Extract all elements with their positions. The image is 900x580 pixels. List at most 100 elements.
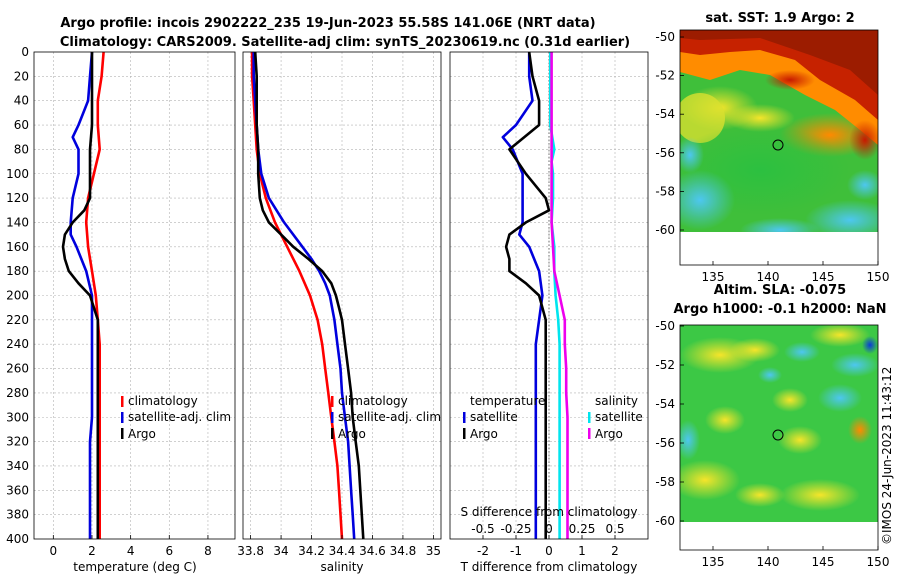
s-tick-label: 0.5 bbox=[605, 522, 624, 536]
depth-tick-label: 280 bbox=[6, 386, 29, 400]
series-line-salinity-argo bbox=[550, 52, 569, 539]
lon-tick-label: 140 bbox=[757, 270, 780, 284]
sst-map: sat. SST: 1.9 Argo: 2 -50 -52 -54 -56 -58 -60… bbox=[655, 11, 889, 284]
lon-tick-label: 135 bbox=[702, 270, 725, 284]
sla-map-title-1: Altim. SLA: -0.075 bbox=[714, 283, 846, 298]
legend-label-t-argo: Argo bbox=[470, 427, 498, 441]
depth-tick-label: 320 bbox=[6, 435, 29, 449]
lat-tick-label: -54 bbox=[655, 397, 675, 411]
temperature-x-label: temperature (deg C) bbox=[73, 560, 196, 574]
x-tick-label: 4 bbox=[127, 544, 135, 558]
x-tick-label: -2 bbox=[477, 544, 489, 558]
x-tick-label: 1 bbox=[578, 544, 586, 558]
sst-map-frame bbox=[679, 29, 879, 266]
salinity-grid bbox=[243, 52, 441, 539]
x-tick-label: 8 bbox=[204, 544, 212, 558]
depth-tick-label: 120 bbox=[6, 191, 29, 205]
salinity-x-label: salinity bbox=[320, 560, 363, 574]
imos-watermark: ©IMOS 24-Jun-2023 11:43:12 bbox=[880, 367, 894, 545]
depth-tick-label: 180 bbox=[6, 264, 29, 278]
series-line-temperature-argo bbox=[504, 51, 551, 539]
x-tick-label: 34.2 bbox=[298, 544, 325, 558]
legend-swatch-t-satellite bbox=[463, 412, 466, 423]
temperature-legend: climatology satellite-adj. clim Argo bbox=[121, 394, 231, 441]
sla-field bbox=[680, 325, 878, 522]
series-line-temperature-satellite bbox=[501, 52, 544, 539]
lat-tick-label: -56 bbox=[655, 146, 675, 160]
lat-tick-label: -56 bbox=[655, 436, 675, 450]
difference-panel: -2 -1 0 1 2 -0.5 -0.25 0 0.25 0.5 S difference f… bbox=[449, 51, 649, 574]
temperature-lines bbox=[61, 51, 105, 539]
x-tick-label: 34.4 bbox=[329, 544, 356, 558]
legend-swatch-t-argo bbox=[463, 428, 466, 439]
x-tick-label: 2 bbox=[88, 544, 96, 558]
lon-tick-label: 150 bbox=[867, 270, 890, 284]
legend-label-satellite: satellite-adj. clim bbox=[338, 410, 441, 424]
lat-tick-label: -52 bbox=[655, 358, 675, 372]
legend-label-climatology: climatology bbox=[128, 394, 198, 408]
lat-tick-label: -58 bbox=[655, 475, 675, 489]
s-difference-x-ticks: -0.5 -0.25 0 0.25 0.5 bbox=[471, 522, 624, 536]
s-tick-label: -0.25 bbox=[500, 522, 531, 536]
legend-title-salinity: salinity bbox=[595, 394, 638, 408]
lon-tick-label: 150 bbox=[867, 555, 890, 569]
legend-label-argo: Argo bbox=[128, 427, 156, 441]
lon-tick-label: 135 bbox=[702, 555, 725, 569]
legend-swatch-climatology bbox=[121, 396, 124, 407]
salinity-x-ticks: 33.8 34 34.2 34.4 34.6 34.8 35 bbox=[237, 535, 441, 558]
x-tick-label: 35 bbox=[426, 544, 441, 558]
temperature-x-ticks: 0 2 4 6 8 bbox=[50, 535, 212, 558]
legend-swatch-s-argo bbox=[588, 428, 591, 439]
s-tick-label: 0.25 bbox=[569, 522, 596, 536]
depth-tick-label: 360 bbox=[6, 483, 29, 497]
legend-label-s-argo: Argo bbox=[595, 427, 623, 441]
title-line-1: Argo profile: incois 2902222_235 19-Jun-… bbox=[60, 16, 595, 31]
s-difference-x-label: S difference from climatology bbox=[461, 505, 638, 519]
t-difference-x-label: T difference from climatology bbox=[460, 560, 638, 574]
x-tick-label: 34.8 bbox=[390, 544, 417, 558]
depth-tick-label: 40 bbox=[14, 94, 29, 108]
depth-tick-label: 400 bbox=[6, 532, 29, 546]
series-line-argo bbox=[61, 52, 100, 539]
legend-label-t-satellite: satellite bbox=[470, 410, 518, 424]
sla-map: Altim. SLA: -0.075 Argo h1000: -0.1 h200… bbox=[655, 283, 889, 569]
salinity-panel: 33.8 34 34.2 34.4 34.6 34.8 35 salinity climat… bbox=[237, 51, 442, 574]
depth-tick-label: 20 bbox=[14, 69, 29, 83]
sst-field bbox=[680, 30, 878, 232]
series-line-climatology bbox=[250, 52, 344, 540]
sla-map-frame bbox=[679, 324, 879, 551]
lon-tick-label: 145 bbox=[812, 270, 835, 284]
sla-map-ticks: -50 -52 -54 -56 -58 -60 135 140 145 150 bbox=[655, 319, 889, 569]
lat-tick-label: -52 bbox=[655, 69, 675, 83]
lat-tick-label: -58 bbox=[655, 184, 675, 198]
lat-tick-label: -50 bbox=[655, 30, 675, 44]
x-tick-label: 34.6 bbox=[359, 544, 386, 558]
sla-map-title-2: Argo h1000: -0.1 h2000: NaN bbox=[673, 302, 886, 317]
depth-tick-label: 60 bbox=[14, 118, 29, 132]
depth-tick-label: 0 bbox=[21, 45, 29, 59]
x-tick-label: 2 bbox=[611, 544, 619, 558]
legend-swatch-argo bbox=[331, 428, 334, 439]
legend-label-climatology: climatology bbox=[338, 394, 408, 408]
depth-tick-label: 220 bbox=[6, 313, 29, 327]
depth-tick-label: 200 bbox=[6, 289, 29, 303]
legend-swatch-argo bbox=[121, 428, 124, 439]
s-tick-label: 0 bbox=[545, 522, 553, 536]
x-tick-label: -1 bbox=[510, 544, 522, 558]
depth-ticks: 0 20 40 60 80 100 120 140 160 180 200 220 240 260 280 3… bbox=[6, 45, 29, 546]
s-tick-label: -0.5 bbox=[471, 522, 494, 536]
lat-tick-label: -60 bbox=[655, 514, 675, 528]
sst-map-ticks: -50 -52 -54 -56 -58 -60 135 140 145 150 bbox=[655, 30, 889, 284]
t-difference-x-ticks: -2 -1 0 1 2 bbox=[477, 535, 619, 558]
x-tick-label: 6 bbox=[165, 544, 173, 558]
depth-tick-label: 380 bbox=[6, 508, 29, 522]
temperature-frame bbox=[33, 51, 236, 540]
depth-tick-label: 260 bbox=[6, 362, 29, 376]
float-location-marker bbox=[772, 429, 784, 441]
legend-label-s-satellite: satellite bbox=[595, 410, 643, 424]
depth-tick-label: 100 bbox=[6, 167, 29, 181]
difference-legend: temperature satellite Argo salinity sate… bbox=[463, 394, 643, 441]
lat-tick-label: -54 bbox=[655, 107, 675, 121]
legend-label-argo: Argo bbox=[338, 427, 366, 441]
